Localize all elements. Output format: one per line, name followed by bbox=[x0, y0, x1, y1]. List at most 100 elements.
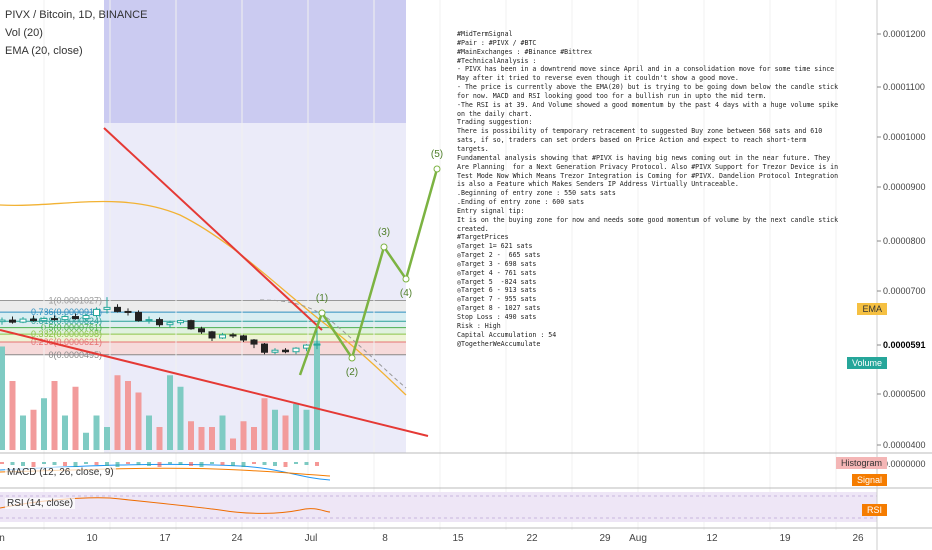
macd-histogram-bar bbox=[52, 462, 57, 465]
price-tick-label: 0.0000591 bbox=[883, 340, 926, 350]
volume-bar bbox=[104, 427, 110, 450]
candle bbox=[166, 322, 174, 326]
macd-histogram-bar bbox=[189, 462, 193, 466]
candle bbox=[177, 320, 184, 324]
volume-bar bbox=[282, 415, 289, 450]
symbol-title[interactable]: PIVX / Bitcoin, 1D, BINANCE bbox=[5, 9, 148, 21]
price-tick-label: 0.0000800 bbox=[883, 236, 926, 246]
highlight-zone-lower bbox=[104, 123, 406, 453]
macd-histogram-bar bbox=[31, 462, 36, 467]
volume-indicator-label[interactable]: Vol (20) bbox=[5, 27, 43, 39]
description-line: @TogetherWeAccumulate bbox=[457, 339, 541, 348]
candle bbox=[187, 320, 195, 330]
description-line: Capital Accumulation : 54 bbox=[457, 330, 557, 339]
volume-bar bbox=[272, 409, 278, 450]
description-line: It is on the buying zone for now and nee… bbox=[457, 215, 843, 233]
fib-level-label: 0.618(0.0000824) bbox=[31, 316, 102, 326]
macd-histogram-bar bbox=[115, 462, 120, 467]
macd-histogram-bar bbox=[294, 462, 298, 464]
volume-tag: Volume bbox=[846, 357, 887, 369]
macd-histogram-bar bbox=[73, 462, 78, 467]
description-line: ◎Target 5 -824 sats bbox=[457, 277, 537, 286]
volume-bar bbox=[177, 386, 184, 450]
volume-bar bbox=[198, 427, 205, 450]
date-axis-label: 26 bbox=[852, 533, 864, 544]
description-line: - The price is currently above the EMA(2… bbox=[457, 83, 843, 100]
ema-tag: EMA bbox=[857, 303, 887, 315]
description-line: .Beginning of entry zone : 550 sats sats bbox=[457, 189, 616, 198]
volume-bar bbox=[303, 409, 310, 450]
fib-level-label: 0(0.0000495) bbox=[48, 350, 102, 360]
macd-histogram-bar bbox=[136, 462, 141, 465]
candle bbox=[30, 318, 37, 322]
fib-level-label: 0.382(0.0000698) bbox=[31, 329, 102, 339]
date-axis-label: 17 bbox=[159, 533, 171, 544]
date-axis-label: 8 bbox=[382, 533, 388, 544]
macd-histogram-bar bbox=[42, 462, 46, 464]
macd-histogram-bar bbox=[199, 462, 204, 467]
wave-point bbox=[318, 309, 326, 317]
description-line: - PIVX has been in a downtrend move sinc… bbox=[457, 65, 839, 83]
macd-histogram-bar bbox=[84, 462, 88, 464]
candle bbox=[124, 310, 132, 313]
fib-level-label: 0.5(0.0000761) bbox=[41, 323, 102, 333]
date-axis-label: 12 bbox=[706, 533, 718, 544]
fib-band bbox=[0, 334, 406, 342]
date-axis-label: 19 bbox=[779, 533, 791, 544]
candle bbox=[313, 343, 321, 346]
macd-histogram-bar bbox=[283, 462, 288, 467]
description-line: #TechnicalAnalysis : bbox=[457, 56, 537, 65]
description-line: -The RSI is at 39. And Volume showed a g… bbox=[457, 100, 843, 118]
histogram-tag: Histogram bbox=[835, 457, 887, 469]
idea-description: #MidTermSignal #Pair : #PIVX / #BTC #MainE… bbox=[457, 30, 842, 348]
fib-level-label: 0.236(0.0000621) bbox=[31, 337, 102, 347]
volume-bar bbox=[51, 381, 58, 450]
volume-bar bbox=[230, 438, 236, 450]
price-tick-label: 0.0000700 bbox=[883, 286, 926, 296]
macd-histogram-bar bbox=[273, 462, 277, 466]
volume-bar bbox=[167, 375, 173, 450]
macd-histogram-bar bbox=[105, 462, 109, 466]
date-axis-label: 22 bbox=[526, 533, 538, 544]
date-axis-label: Aug bbox=[629, 533, 647, 544]
volume-bar bbox=[41, 398, 47, 450]
candle bbox=[271, 349, 279, 353]
description-line: #Pair : #PIVX / #BTC bbox=[457, 38, 537, 47]
macd-indicator-label[interactable]: MACD (12, 26, close, 9) bbox=[5, 467, 116, 478]
fib-band bbox=[0, 312, 406, 322]
wave-label: (5) bbox=[431, 149, 443, 160]
macd-histogram-bar bbox=[10, 462, 15, 465]
date-axis-label: 29 bbox=[599, 533, 611, 544]
wave-label: (2) bbox=[346, 367, 358, 378]
candle bbox=[72, 316, 79, 320]
wave-point bbox=[380, 243, 388, 251]
volume-bar bbox=[314, 340, 320, 450]
candle bbox=[51, 318, 58, 321]
macd-histogram-bar bbox=[315, 462, 319, 466]
volume-bar bbox=[293, 404, 299, 450]
candle bbox=[261, 343, 268, 353]
description-line: ◎Target 2 - 665 sats bbox=[457, 251, 541, 260]
description-line: .Ending of entry zone : 600 sats bbox=[457, 198, 585, 207]
date-axis-label: 15 bbox=[452, 533, 464, 544]
fib-band bbox=[0, 300, 406, 313]
date-axis-label: n bbox=[0, 533, 5, 544]
price-tick-label: 0.0000900 bbox=[883, 182, 926, 192]
macd-histogram-bar bbox=[304, 462, 309, 465]
rsi-tag: RSI bbox=[861, 504, 887, 516]
macd-histogram-bar bbox=[168, 462, 172, 464]
volume-bar bbox=[30, 409, 37, 450]
volume-bar bbox=[114, 375, 121, 450]
signal-tag: Signal bbox=[851, 474, 887, 486]
wave-projection-line bbox=[298, 168, 439, 376]
rsi-indicator-label[interactable]: RSI (14, close) bbox=[5, 498, 76, 509]
volume-bar bbox=[240, 421, 247, 450]
description-line: ◎Target 1= 621 sats bbox=[457, 242, 533, 251]
ema-indicator-label[interactable]: EMA (20, close) bbox=[5, 45, 83, 57]
macd-histogram-bar bbox=[126, 462, 130, 464]
candle bbox=[219, 334, 226, 339]
candle bbox=[145, 319, 153, 322]
volume-bar bbox=[156, 427, 163, 450]
wave-label: (3) bbox=[378, 227, 390, 238]
